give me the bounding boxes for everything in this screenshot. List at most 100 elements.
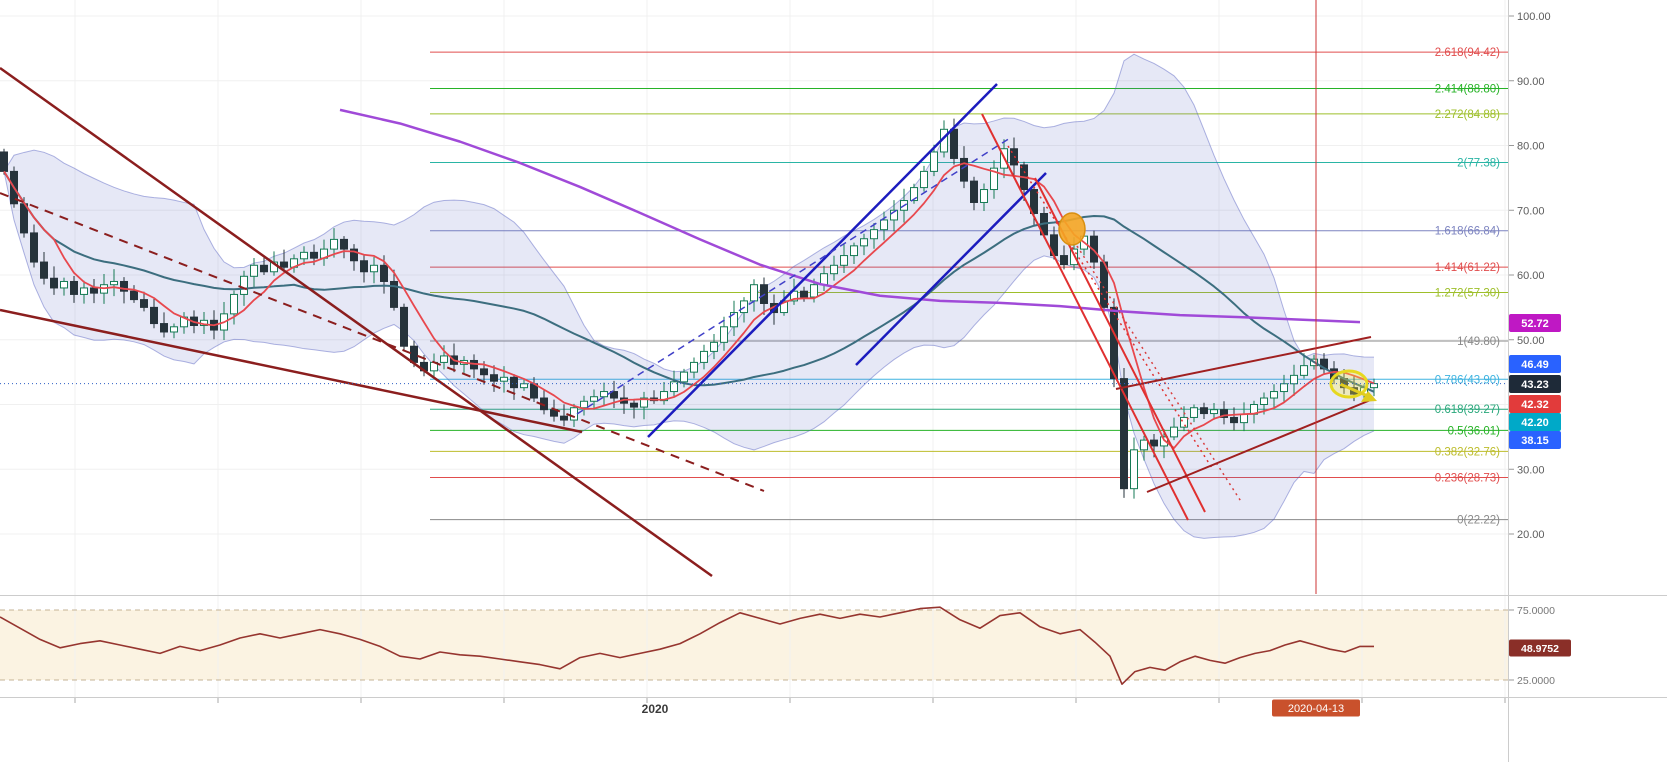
trend-line[interactable] bbox=[647, 83, 998, 438]
fib-level-label: 2(77.38) bbox=[1457, 157, 1500, 169]
candle bbox=[160, 323, 168, 333]
fast-ma-line bbox=[3, 162, 1375, 450]
price-badge bbox=[1509, 431, 1561, 449]
year-label: 2020 bbox=[642, 702, 669, 716]
candle bbox=[790, 290, 798, 302]
candle bbox=[150, 306, 158, 325]
trend-line[interactable] bbox=[1115, 336, 1372, 390]
main-chart-pane[interactable] bbox=[0, 0, 1667, 595]
candle bbox=[860, 238, 868, 247]
time-axis-area[interactable] bbox=[0, 698, 1667, 762]
candle bbox=[1110, 306, 1118, 380]
fib-level-label: 1.618(66.84) bbox=[1435, 226, 1500, 238]
rsi-upper-level-label: 75.0000 bbox=[1517, 605, 1555, 617]
rsi-lower-level-label: 25.0000 bbox=[1517, 675, 1555, 687]
crosshair-date-badge-text: 2020-04-13 bbox=[1288, 703, 1344, 715]
candle bbox=[730, 312, 738, 328]
price-axis-label: 90.00 bbox=[1517, 76, 1545, 88]
candle bbox=[580, 400, 588, 409]
candle bbox=[170, 326, 178, 333]
fib-level-label: 1.414(61.22) bbox=[1435, 262, 1500, 274]
candle bbox=[60, 280, 68, 289]
fib-level-label: 0(22.22) bbox=[1457, 515, 1500, 527]
candle bbox=[850, 245, 858, 257]
price-axis-label: 50.00 bbox=[1517, 335, 1545, 347]
candle bbox=[700, 350, 708, 363]
candle bbox=[840, 255, 848, 266]
rsi-line bbox=[0, 606, 1375, 686]
fib-level-label: 0.5(36.01) bbox=[1448, 425, 1501, 437]
candle bbox=[1280, 383, 1288, 393]
candle bbox=[520, 383, 528, 389]
candle bbox=[810, 284, 818, 298]
candle bbox=[970, 180, 978, 203]
candle bbox=[1300, 365, 1308, 376]
price-axis-label: 60.00 bbox=[1517, 270, 1545, 282]
trend-line[interactable] bbox=[981, 113, 1189, 521]
rsi-band-fill bbox=[0, 610, 1508, 680]
candle bbox=[710, 341, 718, 352]
candle bbox=[20, 203, 28, 234]
candle bbox=[960, 157, 968, 182]
fib-level-label: 1(49.80) bbox=[1457, 336, 1500, 348]
fib-level-label: 1.272(57.30) bbox=[1435, 287, 1500, 299]
candle bbox=[380, 264, 388, 282]
trend-line[interactable] bbox=[576, 137, 1011, 415]
yellow-arrow-head[interactable] bbox=[1361, 391, 1377, 402]
price-badge-text: 38.15 bbox=[1521, 435, 1549, 447]
rsi-value-badge-text: 48.9752 bbox=[1521, 643, 1559, 655]
rsi-value-badge bbox=[1509, 639, 1571, 657]
candle bbox=[870, 229, 878, 240]
candle bbox=[330, 238, 338, 250]
candle bbox=[640, 397, 648, 408]
candle bbox=[670, 381, 678, 393]
trend-line[interactable] bbox=[1146, 398, 1374, 493]
candle bbox=[690, 361, 698, 373]
candle bbox=[560, 415, 568, 421]
candle bbox=[1230, 416, 1238, 424]
trend-line[interactable] bbox=[855, 172, 1047, 366]
price-axis-label: 30.00 bbox=[1517, 464, 1545, 476]
trend-line[interactable] bbox=[0, 308, 583, 434]
price-badge bbox=[1509, 413, 1561, 431]
candle bbox=[480, 368, 488, 376]
trend-line[interactable] bbox=[0, 66, 713, 578]
candle bbox=[260, 264, 268, 273]
bollinger-band-fill bbox=[4, 54, 1374, 539]
orange-highlight-ellipse[interactable] bbox=[1058, 212, 1086, 246]
candle bbox=[490, 374, 498, 382]
candle bbox=[880, 219, 888, 231]
price-badge bbox=[1509, 314, 1561, 332]
price-axis-label: 20.00 bbox=[1517, 529, 1545, 541]
candle bbox=[890, 209, 898, 221]
candle bbox=[310, 251, 318, 259]
price-badge-text: 43.23 bbox=[1521, 379, 1549, 391]
fib-level-label: 0.382(32.76) bbox=[1435, 446, 1500, 458]
price-axis-label: 80.00 bbox=[1517, 141, 1545, 153]
yellow-arrow[interactable] bbox=[1339, 382, 1371, 399]
candle bbox=[720, 326, 728, 343]
candle bbox=[250, 264, 258, 277]
fib-level-label: 0.236(28.73) bbox=[1435, 472, 1500, 484]
candle bbox=[70, 280, 78, 295]
candle bbox=[950, 128, 958, 159]
candle bbox=[930, 151, 938, 172]
candle bbox=[350, 248, 358, 262]
candle bbox=[980, 189, 988, 203]
candle bbox=[610, 391, 618, 399]
candle bbox=[440, 355, 448, 363]
candle bbox=[1180, 416, 1188, 428]
candle bbox=[230, 293, 238, 315]
candle bbox=[120, 280, 128, 292]
candle bbox=[280, 261, 288, 268]
candle bbox=[130, 290, 138, 301]
trend-line[interactable] bbox=[0, 192, 765, 492]
candle bbox=[990, 167, 998, 191]
candle bbox=[50, 277, 58, 289]
candle bbox=[820, 273, 828, 286]
candle bbox=[1200, 407, 1208, 415]
candle bbox=[80, 287, 88, 295]
candle bbox=[0, 151, 8, 172]
